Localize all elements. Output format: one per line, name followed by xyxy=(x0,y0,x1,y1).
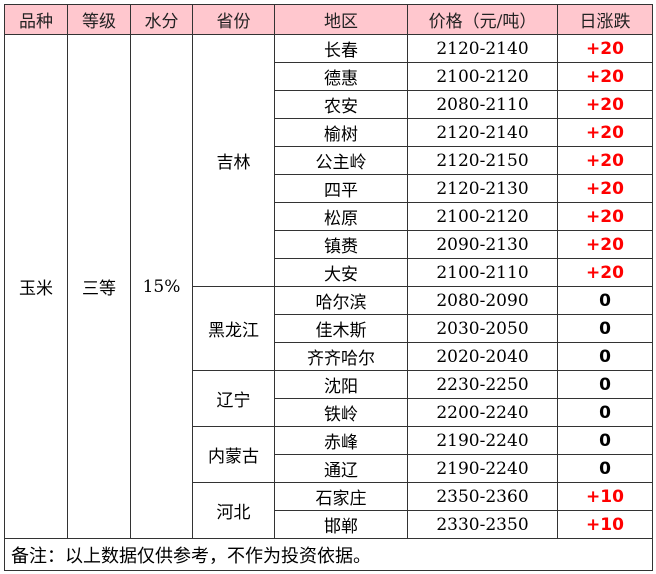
change-cell: +10 xyxy=(557,510,653,539)
province-cell: 河北 xyxy=(192,482,275,539)
change-cell: +20 xyxy=(557,146,653,175)
province-cell: 吉林 xyxy=(192,34,275,287)
change-cell: 0 xyxy=(557,398,653,427)
area-cell: 长春 xyxy=(274,34,408,63)
area-cell: 齐齐哈尔 xyxy=(274,342,408,371)
table-row: 河北 石家庄 2350-2360 +10 xyxy=(5,482,653,539)
price-cell: 2120-2140 xyxy=(407,118,558,147)
change-cell: 0 xyxy=(557,314,653,343)
table-row: 镇赉 2090-2130 +20 xyxy=(5,230,653,259)
area-cell: 通辽 xyxy=(274,454,408,483)
header-variety: 品种 xyxy=(4,4,68,35)
table-row: 德惠 2100-2120 +20 xyxy=(5,62,653,91)
change-cell: +20 xyxy=(557,174,653,203)
area-cell: 农安 xyxy=(274,90,408,119)
table-row: 榆树 2120-2140 +20 xyxy=(5,118,653,147)
price-cell: 2120-2150 xyxy=(407,146,558,175)
change-cell: +20 xyxy=(557,90,653,119)
table-row: 齐齐哈尔 2020-2040 0 xyxy=(5,342,653,371)
header-province: 省份 xyxy=(192,4,275,35)
header-change: 日涨跌 xyxy=(557,4,653,35)
change-cell: 0 xyxy=(557,370,653,399)
change-cell: +20 xyxy=(557,202,653,231)
change-cell: +20 xyxy=(557,258,653,287)
change-cell: +20 xyxy=(557,118,653,147)
price-cell: 2030-2050 xyxy=(407,314,558,343)
change-cell: +10 xyxy=(557,482,653,511)
table-row: 内蒙古 赤峰 2190-2240 0 xyxy=(5,426,653,483)
price-cell: 2020-2040 xyxy=(407,342,558,371)
area-cell: 大安 xyxy=(274,258,408,287)
table-row: 玉米 三等 15% 吉林 长春 2120-2140 +20 xyxy=(4,34,653,539)
moisture-cell: 15% xyxy=(130,34,193,539)
table-body: 玉米 三等 15% 吉林 长春 2120-2140 +20 德惠 2100-2120 +20 农安 2… xyxy=(4,34,653,539)
price-cell: 2190-2240 xyxy=(407,426,558,455)
table-row: 农安 2080-2110 +20 xyxy=(5,90,653,119)
price-cell: 2100-2120 xyxy=(407,62,558,91)
header-grade: 等级 xyxy=(67,4,131,35)
price-cell: 2100-2110 xyxy=(407,258,558,287)
price-cell: 2080-2110 xyxy=(407,90,558,119)
province-cell: 黑龙江 xyxy=(192,286,275,371)
header-price: 价格（元/吨） xyxy=(407,4,558,35)
change-cell: 0 xyxy=(557,426,653,455)
header-area: 地区 xyxy=(274,4,408,35)
table-row: 黑龙江 哈尔滨 2080-2090 0 xyxy=(5,286,653,371)
variety-cell: 玉米 xyxy=(4,34,68,539)
table-header: 品种 等级 水分 省份 地区 价格（元/吨） 日涨跌 xyxy=(4,4,653,35)
province-cell: 辽宁 xyxy=(192,370,275,427)
area-cell: 榆树 xyxy=(274,118,408,147)
area-cell: 佳木斯 xyxy=(274,314,408,343)
change-cell: +20 xyxy=(557,34,653,63)
area-cell: 邯郸 xyxy=(274,510,408,539)
price-cell: 2200-2240 xyxy=(407,398,558,427)
province-cell: 内蒙古 xyxy=(192,426,275,483)
price-cell: 2100-2120 xyxy=(407,202,558,231)
area-cell: 公主岭 xyxy=(274,146,408,175)
area-cell: 赤峰 xyxy=(274,426,408,455)
note-row: 备注：以上数据仅供参考，不作为投资依据。 xyxy=(4,538,653,571)
price-cell: 2090-2130 xyxy=(407,230,558,259)
area-cell: 哈尔滨 xyxy=(274,286,408,315)
change-cell: 0 xyxy=(557,286,653,315)
header-row: 品种 等级 水分 省份 地区 价格（元/吨） 日涨跌 xyxy=(4,4,653,35)
area-cell: 德惠 xyxy=(274,62,408,91)
area-cell: 铁岭 xyxy=(274,398,408,427)
price-cell: 2080-2090 xyxy=(407,286,558,315)
table-row: 邯郸 2330-2350 +10 xyxy=(5,510,653,539)
note-text: 备注：以上数据仅供参考，不作为投资依据。 xyxy=(4,538,653,571)
change-cell: +20 xyxy=(557,62,653,91)
table-row: 公主岭 2120-2150 +20 xyxy=(5,146,653,175)
price-cell: 2230-2250 xyxy=(407,370,558,399)
table-row: 辽宁 沈阳 2230-2250 0 xyxy=(5,370,653,427)
change-cell: +20 xyxy=(557,230,653,259)
table-row: 松原 2100-2120 +20 xyxy=(5,202,653,231)
table-row: 大安 2100-2110 +20 xyxy=(5,258,653,287)
table-row: 铁岭 2200-2240 0 xyxy=(5,398,653,427)
table-row: 佳木斯 2030-2050 0 xyxy=(5,314,653,343)
grade-cell: 三等 xyxy=(67,34,131,539)
area-cell: 石家庄 xyxy=(274,482,408,511)
price-cell: 2120-2140 xyxy=(407,34,558,63)
area-cell: 四平 xyxy=(274,174,408,203)
area-cell: 沈阳 xyxy=(274,370,408,399)
table-row: 四平 2120-2130 +20 xyxy=(5,174,653,203)
price-cell: 2190-2240 xyxy=(407,454,558,483)
price-cell: 2330-2350 xyxy=(407,510,558,539)
price-cell: 2350-2360 xyxy=(407,482,558,511)
area-cell: 镇赉 xyxy=(274,230,408,259)
price-cell: 2120-2130 xyxy=(407,174,558,203)
corn-price-table: 品种 等级 水分 省份 地区 价格（元/吨） 日涨跌 玉米 三等 15% 吉林 长春 21… xyxy=(4,4,653,571)
change-cell: 0 xyxy=(557,342,653,371)
header-moisture: 水分 xyxy=(130,4,193,35)
table-row: 通辽 2190-2240 0 xyxy=(5,454,653,483)
area-cell: 松原 xyxy=(274,202,408,231)
change-cell: 0 xyxy=(557,454,653,483)
